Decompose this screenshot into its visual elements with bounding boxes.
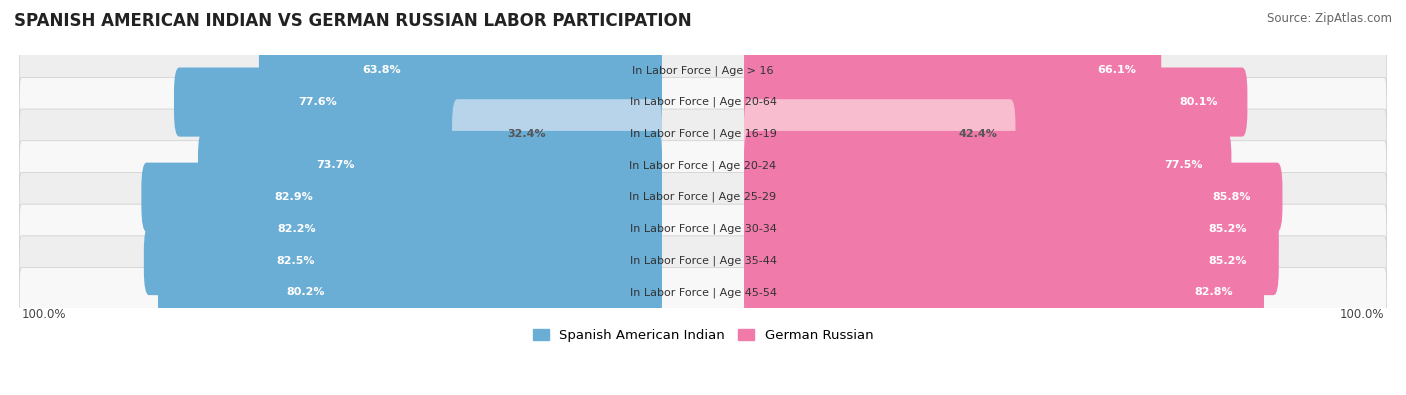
Text: 66.1%: 66.1% xyxy=(1097,65,1136,75)
Text: 42.4%: 42.4% xyxy=(959,129,997,139)
FancyBboxPatch shape xyxy=(744,131,1232,200)
Text: 77.6%: 77.6% xyxy=(298,97,337,107)
FancyBboxPatch shape xyxy=(174,68,662,137)
FancyBboxPatch shape xyxy=(143,226,662,295)
FancyBboxPatch shape xyxy=(744,226,1279,295)
Legend: Spanish American Indian, German Russian: Spanish American Indian, German Russian xyxy=(527,324,879,347)
FancyBboxPatch shape xyxy=(744,68,1247,137)
Text: 63.8%: 63.8% xyxy=(363,65,401,75)
FancyBboxPatch shape xyxy=(20,236,1386,285)
Text: In Labor Force | Age 30-34: In Labor Force | Age 30-34 xyxy=(630,224,776,234)
FancyBboxPatch shape xyxy=(259,36,662,105)
FancyBboxPatch shape xyxy=(20,267,1386,317)
FancyBboxPatch shape xyxy=(20,204,1386,254)
Text: 100.0%: 100.0% xyxy=(21,308,66,321)
FancyBboxPatch shape xyxy=(744,163,1282,232)
Text: In Labor Force | Age 35-44: In Labor Force | Age 35-44 xyxy=(630,255,776,266)
FancyBboxPatch shape xyxy=(744,36,1161,105)
Text: 100.0%: 100.0% xyxy=(1340,308,1385,321)
FancyBboxPatch shape xyxy=(20,109,1386,158)
FancyBboxPatch shape xyxy=(744,194,1279,263)
Text: 82.5%: 82.5% xyxy=(276,256,315,265)
FancyBboxPatch shape xyxy=(744,258,1264,327)
FancyBboxPatch shape xyxy=(142,163,662,232)
Text: 77.5%: 77.5% xyxy=(1164,160,1202,171)
FancyBboxPatch shape xyxy=(744,99,1015,168)
FancyBboxPatch shape xyxy=(20,173,1386,222)
Text: 80.2%: 80.2% xyxy=(287,287,325,297)
Text: 73.7%: 73.7% xyxy=(316,160,356,171)
Text: In Labor Force | Age 20-24: In Labor Force | Age 20-24 xyxy=(630,160,776,171)
FancyBboxPatch shape xyxy=(146,194,662,263)
Text: 82.8%: 82.8% xyxy=(1195,287,1233,297)
Text: SPANISH AMERICAN INDIAN VS GERMAN RUSSIAN LABOR PARTICIPATION: SPANISH AMERICAN INDIAN VS GERMAN RUSSIA… xyxy=(14,12,692,30)
Text: In Labor Force | Age > 16: In Labor Force | Age > 16 xyxy=(633,65,773,75)
Text: Source: ZipAtlas.com: Source: ZipAtlas.com xyxy=(1267,12,1392,25)
Text: 82.2%: 82.2% xyxy=(277,224,316,234)
Text: 82.9%: 82.9% xyxy=(274,192,314,202)
Text: 85.8%: 85.8% xyxy=(1212,192,1251,202)
Text: In Labor Force | Age 16-19: In Labor Force | Age 16-19 xyxy=(630,128,776,139)
Text: 80.1%: 80.1% xyxy=(1180,97,1218,107)
Text: In Labor Force | Age 45-54: In Labor Force | Age 45-54 xyxy=(630,287,776,297)
Text: In Labor Force | Age 20-64: In Labor Force | Age 20-64 xyxy=(630,97,776,107)
Text: 85.2%: 85.2% xyxy=(1209,224,1247,234)
FancyBboxPatch shape xyxy=(157,258,662,327)
FancyBboxPatch shape xyxy=(20,141,1386,190)
FancyBboxPatch shape xyxy=(453,99,662,168)
FancyBboxPatch shape xyxy=(198,131,662,200)
Text: In Labor Force | Age 25-29: In Labor Force | Age 25-29 xyxy=(630,192,776,202)
Text: 32.4%: 32.4% xyxy=(508,129,546,139)
FancyBboxPatch shape xyxy=(20,45,1386,95)
FancyBboxPatch shape xyxy=(20,77,1386,127)
Text: 85.2%: 85.2% xyxy=(1209,256,1247,265)
